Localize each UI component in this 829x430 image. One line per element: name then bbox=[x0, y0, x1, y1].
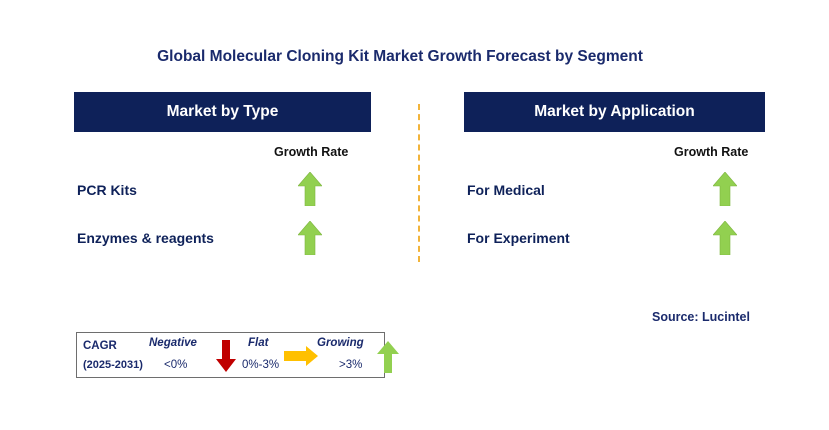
market-by-type-header: Market by Type bbox=[74, 92, 371, 132]
growth-rate-label-application: Growth Rate bbox=[674, 145, 749, 159]
up-arrow-icon bbox=[298, 221, 322, 255]
panel-divider bbox=[418, 104, 420, 262]
legend-growing-label: Growing bbox=[317, 337, 364, 349]
diagram-title: Global Molecular Cloning Kit Market Grow… bbox=[157, 48, 643, 65]
legend-flat-label: Flat bbox=[248, 337, 269, 349]
application-row-label-for-medical: For Medical bbox=[467, 182, 545, 198]
cagr-legend: CAGR (2025-2031) Negative <0% Flat 0%-3%… bbox=[76, 332, 399, 378]
legend-growing-range: >3% bbox=[339, 359, 363, 371]
growth-rate-label-type: Growth Rate bbox=[274, 145, 349, 159]
legend-flat-range: 0%-3% bbox=[242, 359, 280, 371]
legend-cagr-label: CAGR bbox=[83, 340, 117, 352]
legend-period: (2025-2031) bbox=[83, 359, 143, 371]
down-arrow-icon bbox=[216, 340, 236, 372]
up-arrow-icon bbox=[713, 172, 737, 206]
up-arrow-icon bbox=[377, 341, 399, 373]
right-arrow-icon bbox=[284, 346, 318, 366]
legend-negative-range: <0% bbox=[164, 359, 188, 371]
source-label: Source: Lucintel bbox=[652, 310, 750, 324]
application-row-label-for-experiment: For Experiment bbox=[467, 230, 570, 246]
type-row-label-enzymes-reagents: Enzymes & reagents bbox=[77, 230, 214, 246]
market-by-application-header: Market by Application bbox=[464, 92, 765, 132]
up-arrow-icon bbox=[298, 172, 322, 206]
type-row-label-pcr-kits: PCR Kits bbox=[77, 182, 137, 198]
legend-negative-label: Negative bbox=[149, 337, 197, 349]
up-arrow-icon bbox=[713, 221, 737, 255]
